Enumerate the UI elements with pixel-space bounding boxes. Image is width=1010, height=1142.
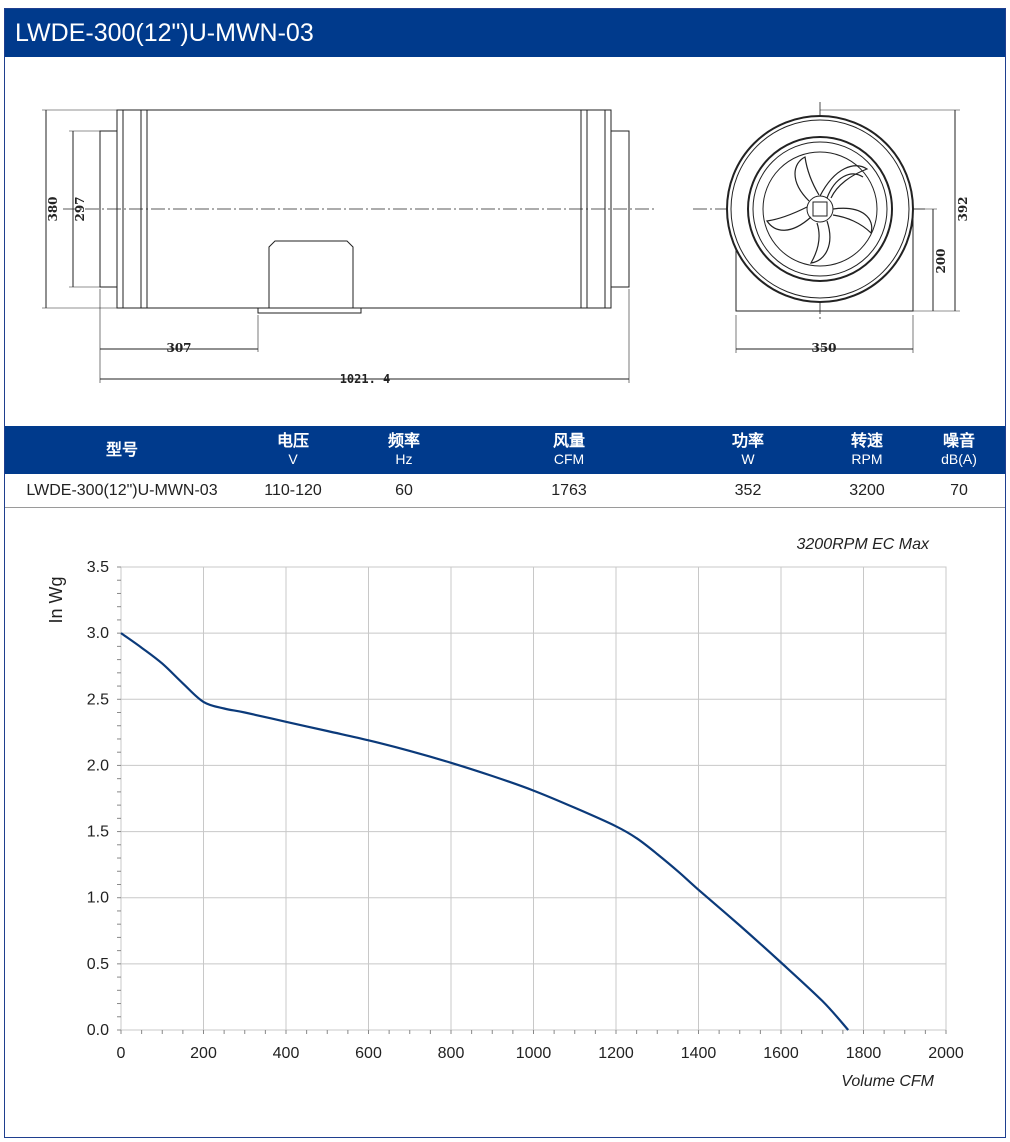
- header-speed-label: 转速: [850, 431, 884, 450]
- header-noise-label: 噪音: [942, 431, 976, 450]
- y-tick-label: 0.0: [87, 1022, 109, 1039]
- dim-1021: 1021. 4: [340, 372, 391, 386]
- cell-power: 352: [734, 482, 762, 499]
- x-tick-label: 600: [355, 1045, 382, 1062]
- y-tick-label: 0.5: [87, 956, 109, 973]
- y-tick-label: 3.5: [87, 559, 109, 576]
- header-model: 型号: [106, 426, 138, 474]
- dim-200: 200: [934, 248, 948, 273]
- y-axis-label: In Wg: [46, 576, 66, 623]
- x-axis-label: Volume CFM: [841, 1073, 934, 1090]
- header-voltage-unit: V: [288, 451, 298, 467]
- header-power-label: 功率: [731, 431, 765, 450]
- x-tick-label: 0: [117, 1045, 126, 1062]
- x-tick-label: 1600: [763, 1045, 799, 1062]
- x-tick-label: 1400: [681, 1045, 717, 1062]
- header-voltage-label: 电压: [276, 431, 310, 450]
- dim-380: 380: [46, 196, 60, 221]
- header-voltage: 电压 V: [277, 426, 309, 474]
- x-tick-label: 200: [190, 1045, 217, 1062]
- header-frequency: 频率 Hz: [388, 426, 420, 474]
- dim-392: 392: [956, 196, 970, 221]
- x-tick-label: 1200: [598, 1045, 634, 1062]
- cell-noise: 70: [950, 482, 968, 499]
- header-noise: 噪音 dB(A): [941, 426, 977, 474]
- page-title: LWDE-300(12")U-MWN-03: [5, 9, 1005, 57]
- page-frame: [4, 8, 1006, 1138]
- header-airflow-label: 风量: [552, 431, 586, 450]
- y-tick-label: 1.5: [87, 824, 109, 841]
- spec-table-header: 型号 电压 V 频率 Hz 风量 CFM 功率 W 转速 RPM 噪音 dB(A…: [5, 426, 1005, 474]
- chart-grid: [120, 566, 947, 1031]
- y-tick-label: 1.0: [87, 890, 109, 907]
- y-tick-label: 3.0: [87, 625, 109, 642]
- cell-airflow: 1763: [551, 482, 587, 499]
- cell-speed: 3200: [849, 482, 885, 499]
- header-airflow: 风量 CFM: [553, 426, 585, 474]
- y-tick-labels: 0.0 0.5 1.0 1.5 2.0 2.5 3.0 3.5: [87, 559, 109, 1039]
- header-speed: 转速 RPM: [851, 426, 883, 474]
- cell-voltage: 110-120: [264, 482, 322, 499]
- chart-annotation: 3200RPM EC Max: [797, 536, 930, 553]
- x-tick-label: 1800: [846, 1045, 882, 1062]
- x-tick-labels: 0 200 400 600 800 1000 1200 1400 1600 1800 2000: [117, 1045, 964, 1062]
- header-model-label: 型号: [105, 440, 139, 459]
- pressure-curve: [120, 632, 850, 1031]
- cell-model: LWDE-300(12")U-MWN-03: [26, 482, 218, 499]
- header-airflow-unit: CFM: [553, 451, 585, 467]
- header-frequency-unit: Hz: [395, 451, 413, 467]
- performance-chart: 0 200 400 600 800 1000 1200 1400 1600 1800 2000 0.…: [46, 536, 964, 1090]
- header-noise-unit: dB(A): [941, 451, 977, 467]
- y-tick-label: 2.0: [87, 757, 109, 774]
- dim-350: 350: [811, 341, 836, 355]
- dim-297: 297: [73, 196, 87, 221]
- x-tick-label: 1000: [516, 1045, 552, 1062]
- header-frequency-label: 频率: [387, 431, 421, 450]
- x-tick-label: 2000: [928, 1045, 964, 1062]
- header-speed-unit: RPM: [851, 451, 883, 467]
- x-tick-label: 400: [273, 1045, 300, 1062]
- x-tick-label: 800: [438, 1045, 465, 1062]
- header-power: 功率 W: [732, 426, 764, 474]
- technical-drawing: 380 297 307 1021. 4 392 200 350: [42, 102, 970, 386]
- cell-frequency: 60: [395, 482, 413, 499]
- chart-minor-ticks: [117, 566, 947, 1034]
- spec-table-row: LWDE-300(12")U-MWN-03 110-120 60 1763 35…: [5, 474, 1005, 508]
- dim-307: 307: [166, 341, 191, 355]
- header-power-unit: W: [741, 451, 755, 467]
- y-tick-label: 2.5: [87, 691, 109, 708]
